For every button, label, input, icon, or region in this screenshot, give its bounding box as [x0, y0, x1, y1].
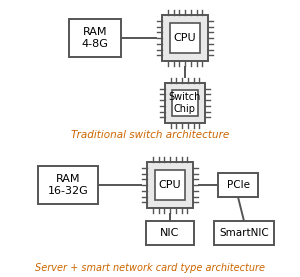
FancyBboxPatch shape [155, 170, 185, 200]
Text: RAM
4-8G: RAM 4-8G [82, 27, 108, 49]
Text: CPU: CPU [159, 180, 181, 190]
Text: Server + smart network card type architecture: Server + smart network card type archite… [35, 263, 265, 273]
Text: NIC: NIC [160, 228, 180, 238]
FancyBboxPatch shape [146, 221, 194, 245]
Text: PCIe: PCIe [226, 180, 250, 190]
FancyBboxPatch shape [218, 173, 258, 197]
Text: Switch
Chip: Switch Chip [169, 92, 201, 114]
FancyBboxPatch shape [165, 83, 205, 123]
Text: CPU: CPU [174, 33, 196, 43]
FancyBboxPatch shape [172, 90, 198, 116]
FancyBboxPatch shape [162, 15, 208, 61]
FancyBboxPatch shape [38, 166, 98, 204]
Text: SmartNIC: SmartNIC [219, 228, 269, 238]
FancyBboxPatch shape [147, 162, 193, 208]
Text: RAM
16-32G: RAM 16-32G [48, 174, 88, 196]
FancyBboxPatch shape [214, 221, 274, 245]
Text: Traditional switch architecture: Traditional switch architecture [71, 130, 229, 140]
FancyBboxPatch shape [170, 23, 200, 53]
FancyBboxPatch shape [69, 19, 121, 57]
